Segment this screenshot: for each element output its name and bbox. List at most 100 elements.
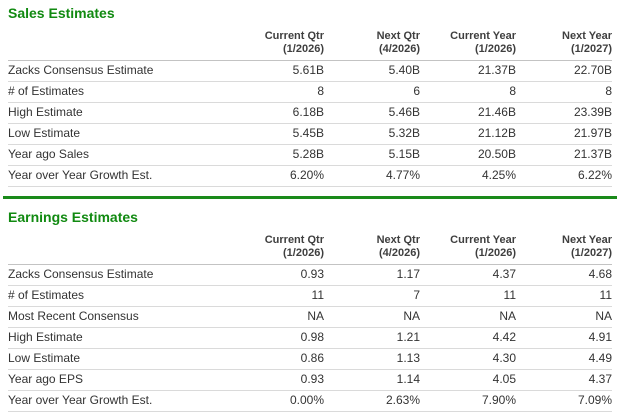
cell-value: 21.12B [420, 123, 516, 145]
cell-value: 0.86 [228, 348, 324, 370]
cell-value: 7.09% [516, 390, 612, 412]
column-header-label: Next Year [562, 234, 612, 246]
cell-value: 4.49 [516, 348, 612, 370]
cell-value: NA [516, 306, 612, 328]
column-header-label: Current Qtr [264, 30, 324, 42]
column-header: Next Year (1/2027) [516, 233, 612, 265]
cell-value: 8 [420, 81, 516, 103]
column-header: Next Year (1/2027) [516, 29, 612, 61]
column-header-period: (4/2026) [379, 43, 420, 55]
column-header-label: Next Year [562, 30, 612, 42]
row-label: Year ago EPS [8, 369, 228, 391]
column-header-period: (1/2027) [571, 43, 612, 55]
column-header-empty [8, 29, 228, 61]
cell-value: 20.50B [420, 144, 516, 166]
column-header-period: (4/2026) [379, 247, 420, 259]
cell-value: 11 [516, 285, 612, 307]
cell-value: 4.05 [420, 369, 516, 391]
column-header-label: Current Qtr [264, 234, 324, 246]
section-divider [3, 196, 617, 199]
row-label: High Estimate [8, 327, 228, 349]
table-row: # of Estimates 11 7 11 11 [8, 285, 612, 307]
cell-value: 7 [324, 285, 420, 307]
row-label: Year over Year Growth Est. [8, 165, 228, 187]
cell-value: 23.39B [516, 102, 612, 124]
row-label: High Estimate [8, 102, 228, 124]
row-label: Zacks Consensus Estimate [8, 60, 228, 82]
table-row: # of Estimates 8 6 8 8 [8, 81, 612, 103]
row-label: Low Estimate [8, 123, 228, 145]
cell-value: 4.77% [324, 165, 420, 187]
column-header-label: Next Qtr [376, 234, 420, 246]
cell-value: 6.18B [228, 102, 324, 124]
header-row: Current Qtr (1/2026) Next Qtr (4/2026) Curre… [8, 29, 612, 61]
cell-value: 22.70B [516, 60, 612, 82]
column-header-label: Current Year [450, 30, 516, 42]
cell-value: NA [228, 306, 324, 328]
cell-value: 8 [516, 81, 612, 103]
cell-value: 4.42 [420, 327, 516, 349]
cell-value: 21.37B [420, 60, 516, 82]
cell-value: NA [324, 306, 420, 328]
table-row: Year ago EPS 0.93 1.14 4.05 4.37 [8, 369, 612, 391]
cell-value: 5.46B [324, 102, 420, 124]
cell-value: 0.98 [228, 327, 324, 349]
cell-value: 1.21 [324, 327, 420, 349]
cell-value: 4.68 [516, 264, 612, 286]
cell-value: 21.46B [420, 102, 516, 124]
column-header: Current Qtr (1/2026) [228, 29, 324, 61]
column-header-period: (1/2026) [283, 43, 324, 55]
cell-value: 0.00% [228, 390, 324, 412]
table-row: Zacks Consensus Estimate 0.93 1.17 4.37 4.68 [8, 264, 612, 286]
cell-value: 5.32B [324, 123, 420, 145]
header-row: Current Qtr (1/2026) Next Qtr (4/2026) Curre… [8, 233, 612, 265]
column-header-period: (1/2027) [571, 247, 612, 259]
table-row: Most Recent Consensus NA NA NA NA [8, 306, 612, 328]
cell-value: 4.91 [516, 327, 612, 349]
column-header-period: (1/2026) [475, 43, 516, 55]
row-label: Year over Year Growth Est. [8, 390, 228, 412]
cell-value: 21.37B [516, 144, 612, 166]
cell-value: 6.20% [228, 165, 324, 187]
column-header-label: Current Year [450, 234, 516, 246]
table-row: High Estimate 6.18B 5.46B 21.46B 23.39B [8, 102, 612, 124]
table-row: Low Estimate 0.86 1.13 4.30 4.49 [8, 348, 612, 370]
cell-value: 6 [324, 81, 420, 103]
cell-value: 2.63% [324, 390, 420, 412]
cell-value: 1.14 [324, 369, 420, 391]
column-header: Current Qtr (1/2026) [228, 233, 324, 265]
table-row: Year ago Sales 5.28B 5.15B 20.50B 21.37B [8, 144, 612, 166]
column-header: Current Year (1/2026) [420, 233, 516, 265]
cell-value: 7.90% [420, 390, 516, 412]
cell-value: 5.28B [228, 144, 324, 166]
cell-value: 11 [228, 285, 324, 307]
earnings-estimates-section: Earnings Estimates Current Qtr (1/2026) Ne… [8, 199, 612, 414]
cell-value: 4.30 [420, 348, 516, 370]
cell-value: 1.13 [324, 348, 420, 370]
earnings-estimates-title: Earnings Estimates [8, 209, 138, 225]
table-row: Year over Year Growth Est. 0.00% 2.63% 7.90… [8, 390, 612, 412]
table-row: High Estimate 0.98 1.21 4.42 4.91 [8, 327, 612, 349]
cell-value: 8 [228, 81, 324, 103]
cell-value: 5.40B [324, 60, 420, 82]
cell-value: 0.93 [228, 264, 324, 286]
cell-value: NA [420, 306, 516, 328]
column-header-empty [8, 233, 228, 265]
cell-value: 0.93 [228, 369, 324, 391]
cell-value: 11 [420, 285, 516, 307]
row-label: Year ago Sales [8, 144, 228, 166]
cell-value: 5.61B [228, 60, 324, 82]
column-header: Next Qtr (4/2026) [324, 29, 420, 61]
row-label: Zacks Consensus Estimate [8, 264, 228, 286]
cell-value: 21.97B [516, 123, 612, 145]
cell-value: 4.25% [420, 165, 516, 187]
row-label: Most Recent Consensus [8, 306, 228, 328]
column-header-label: Next Qtr [376, 30, 420, 42]
row-label: # of Estimates [8, 81, 228, 103]
sales-estimates-section: Sales Estimates Current Qtr (1/2026) Next … [3, 0, 617, 199]
column-header: Current Year (1/2026) [420, 29, 516, 61]
row-label: Low Estimate [8, 348, 228, 370]
row-label: # of Estimates [8, 285, 228, 307]
cell-value: 4.37 [420, 264, 516, 286]
